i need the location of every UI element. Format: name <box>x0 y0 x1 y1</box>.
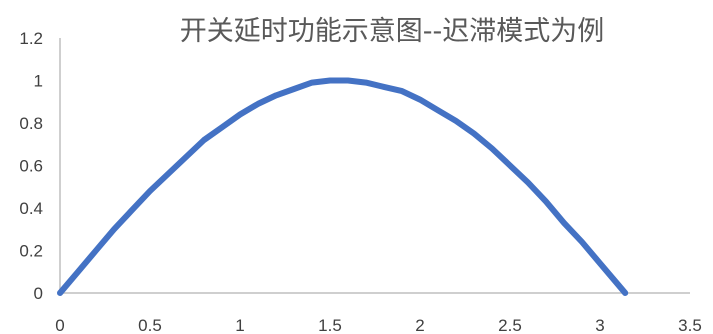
y-tick-label: 1 <box>34 72 43 91</box>
x-tick-label: 0 <box>55 316 64 334</box>
x-tick-label: 2.5 <box>498 316 522 334</box>
y-tick-label: 0 <box>34 284 43 303</box>
chart-title: 开关延时功能示意图--迟滞模式为例 <box>180 16 605 47</box>
x-tick-label: 1 <box>235 316 244 334</box>
y-tick-label: 0.2 <box>19 242 43 261</box>
x-tick-label: 1.5 <box>318 316 342 334</box>
x-tick-label: 3 <box>595 316 604 334</box>
y-axis: 0 0.2 0.4 0.6 0.8 1 1.2 <box>19 29 61 303</box>
y-tick-label: 1.2 <box>19 29 43 48</box>
x-tick-label: 3.5 <box>678 316 702 334</box>
y-tick-label: 0.6 <box>19 157 43 176</box>
x-tick-label: 0.5 <box>138 316 162 334</box>
x-axis: 0 0.5 1 1.5 2 2.5 3 3.5 <box>55 292 702 334</box>
x-tick-label: 2 <box>415 316 424 334</box>
series-group <box>57 77 629 296</box>
y-tick-label: 0.4 <box>19 199 43 218</box>
y-tick-label: 0.8 <box>19 114 43 133</box>
series-line-0 <box>57 77 629 296</box>
